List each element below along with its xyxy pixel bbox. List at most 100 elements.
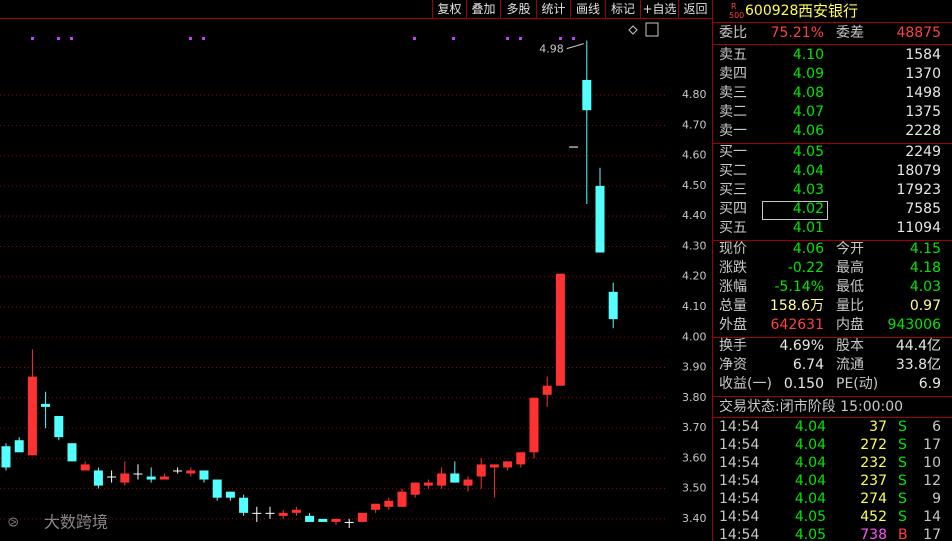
- candle-body: [542, 385, 552, 395]
- candle-body: [80, 464, 90, 471]
- stats-cell: -0.22: [787, 260, 824, 276]
- stats-cell: 今开: [836, 241, 864, 257]
- window-icon[interactable]: [645, 22, 659, 37]
- trades-cell: 14:54: [719, 419, 760, 435]
- trades-cell: 4.05: [794, 509, 826, 525]
- sell-cell: 4.08: [792, 85, 824, 101]
- buy-cell: 2249: [905, 144, 941, 160]
- sell-cell: 卖二: [719, 104, 747, 120]
- stats-cell: 4.03: [909, 279, 941, 295]
- stock-code: 600928: [745, 3, 799, 19]
- stats-cell: 量比: [836, 298, 864, 314]
- trades-cell: 6: [932, 419, 941, 435]
- ratio-cell: 48875: [896, 25, 941, 41]
- candle-body: [159, 476, 169, 480]
- buy-cell: 11094: [896, 220, 941, 236]
- candle-body: [450, 473, 460, 483]
- y-tick-label: 3.40: [682, 512, 707, 525]
- sell-cell: 4.07: [792, 104, 824, 120]
- ratio-cell: 委比: [719, 25, 747, 41]
- trades-cell: 37: [869, 419, 887, 435]
- candle-body: [503, 461, 513, 468]
- finance-cell: 6.9: [918, 376, 941, 392]
- stats-cell: 总量: [719, 298, 747, 314]
- trades-cell: 4.05: [794, 527, 826, 541]
- candle-body: [384, 500, 394, 507]
- annotation: 4.98: [539, 43, 564, 56]
- trades-cell: 14:54: [719, 509, 760, 525]
- separator: [713, 396, 952, 397]
- stock-name: 西安银行: [798, 2, 859, 20]
- trades-cell: 237: [860, 473, 887, 489]
- trades-cell: S: [898, 419, 907, 435]
- annotation-arrow: [566, 43, 584, 50]
- buy-cell: 4.02: [792, 201, 824, 217]
- buy-cell: 买三: [719, 182, 747, 198]
- toolbar-button[interactable]: +自选: [640, 0, 678, 18]
- separator: [713, 22, 952, 23]
- trades-cell: 4.04: [794, 491, 826, 507]
- candle-body: [397, 491, 407, 507]
- trades-cell: 232: [860, 455, 887, 471]
- stats-cell: 158.6万: [769, 298, 824, 314]
- buy-cell: 17923: [896, 182, 941, 198]
- candle-body: [410, 482, 420, 495]
- y-tick-label: 4.60: [682, 149, 707, 162]
- y-tick-label: 4.10: [682, 300, 707, 313]
- candle-body: [595, 185, 605, 253]
- toolbar-button[interactable]: 画线: [570, 0, 605, 18]
- trades-cell: 14:54: [719, 491, 760, 507]
- toolbar-button[interactable]: 叠加: [466, 0, 500, 18]
- trades-cell: S: [898, 455, 907, 471]
- toolbar-button[interactable]: 统计: [536, 0, 570, 18]
- stats-cell: 4.06: [792, 241, 824, 257]
- trades-cell: 4.04: [794, 437, 826, 453]
- y-tick-label: 4.00: [682, 330, 707, 343]
- toolbar-button[interactable]: 标记: [605, 0, 640, 18]
- candle-body: [371, 503, 381, 510]
- stats-cell: 最高: [836, 260, 864, 276]
- sell-cell: 卖一: [719, 123, 747, 139]
- separator: [713, 337, 952, 338]
- event-markers: [31, 37, 575, 40]
- candle-body: [225, 491, 235, 498]
- trades-cell: 14:54: [719, 437, 760, 453]
- trades-cell: 274: [860, 491, 887, 507]
- sell-cell: 1375: [905, 104, 941, 120]
- trades-cell: 14: [923, 509, 941, 525]
- trades-cell: S: [898, 437, 907, 453]
- selection-box: [762, 201, 828, 220]
- finance-cell: 流通: [836, 357, 864, 373]
- trades-cell: 14:54: [719, 527, 760, 541]
- toolbar-button[interactable]: 多股: [500, 0, 536, 18]
- sell-cell: 1584: [905, 47, 941, 63]
- finance-cell: 0.150: [783, 376, 824, 392]
- candle-body: [54, 415, 64, 438]
- buy-cell: 4.05: [792, 144, 824, 160]
- stats-cell: -5.14%: [774, 279, 824, 295]
- finance-cell: 6.74: [792, 357, 824, 373]
- y-tick-label: 3.70: [682, 421, 707, 434]
- candle-body: [93, 470, 103, 486]
- trades-cell: 10: [923, 455, 941, 471]
- y-tick-label: 4.20: [682, 270, 707, 283]
- candle-body: [476, 464, 486, 477]
- buy-cell: 买五: [719, 220, 747, 236]
- toolbar-button[interactable]: 复权: [432, 0, 466, 18]
- diamond-icon[interactable]: [628, 25, 638, 35]
- stats-cell: 涨跌: [719, 260, 747, 276]
- trade-status: 交易状态:闭市阶段 15:00:00: [719, 399, 904, 415]
- separator: [713, 143, 952, 144]
- candle-body: [173, 470, 183, 472]
- stats-cell: 943006: [887, 317, 941, 333]
- y-tick-label: 4.40: [682, 209, 707, 222]
- trades-cell: B: [898, 527, 908, 541]
- buy-cell: 买四: [719, 201, 747, 217]
- candle-body: [239, 497, 249, 513]
- toolbar-button[interactable]: 返回: [678, 0, 712, 18]
- sell-cell: 1370: [905, 66, 941, 82]
- y-tick-label: 4.80: [682, 88, 707, 101]
- candle-body: [146, 476, 156, 480]
- stats-cell: 642631: [770, 317, 824, 333]
